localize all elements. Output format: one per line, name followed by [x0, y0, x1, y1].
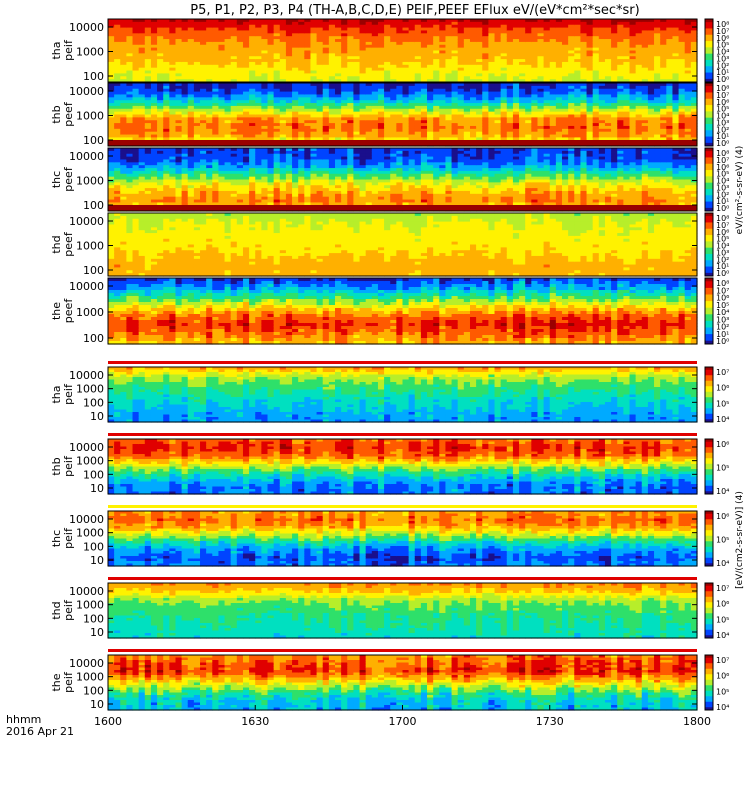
y-axis-label-quantity: peef — [62, 101, 75, 127]
y-axis-label-quantity: peif — [62, 39, 75, 61]
y-tick-label: 1000 — [76, 46, 104, 59]
y-tick-label: 100 — [83, 70, 104, 83]
y-tick-label: 100 — [83, 134, 104, 147]
y-tick-label: 10000 — [69, 21, 104, 34]
colorbar-tick-label: 10⁰ — [716, 75, 729, 84]
y-tick-label: 10000 — [69, 85, 104, 98]
y-tick-label: 1000 — [76, 110, 104, 123]
panel-bottom-band — [108, 140, 697, 146]
chart-title: P5, P1, P2, P3, P4 (TH-A,B,C,D,E) PEIF,P… — [190, 3, 639, 18]
colorbar-tick-label: 10⁰ — [716, 139, 729, 148]
